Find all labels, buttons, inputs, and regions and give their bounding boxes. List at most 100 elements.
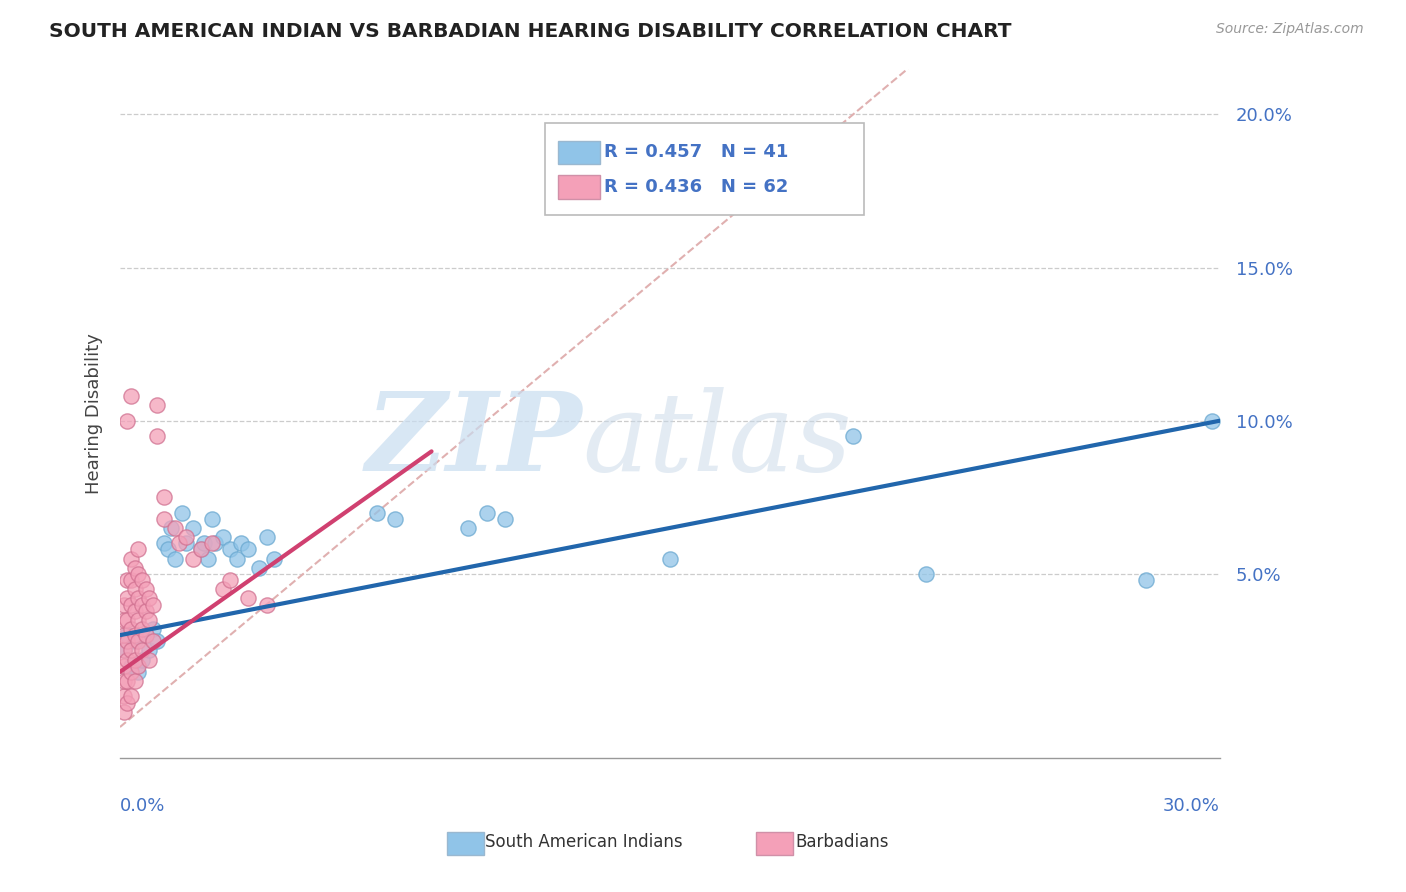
Point <box>494 512 516 526</box>
Point <box>238 591 260 606</box>
Point <box>117 414 139 428</box>
Point <box>181 521 204 535</box>
Point <box>167 536 190 550</box>
Point <box>733 184 755 198</box>
Text: Source: ZipAtlas.com: Source: ZipAtlas.com <box>1216 22 1364 37</box>
Point <box>247 561 270 575</box>
Point <box>127 634 149 648</box>
Point <box>153 491 176 505</box>
Point <box>142 622 165 636</box>
Text: South American Indians: South American Indians <box>485 833 683 851</box>
Point <box>842 429 865 443</box>
Point <box>138 591 160 606</box>
Point <box>219 573 242 587</box>
Point <box>124 653 146 667</box>
Point <box>138 643 160 657</box>
Point <box>211 530 233 544</box>
Point <box>127 665 149 679</box>
Point <box>1201 414 1223 428</box>
Point <box>127 658 149 673</box>
Text: Barbadians: Barbadians <box>796 833 890 851</box>
Point <box>229 536 252 550</box>
Point <box>181 551 204 566</box>
Point <box>131 653 153 667</box>
Point <box>112 628 135 642</box>
Point <box>145 634 167 648</box>
Point <box>256 530 278 544</box>
Point <box>135 628 157 642</box>
Point <box>226 551 249 566</box>
Point <box>197 551 219 566</box>
Point <box>135 582 157 597</box>
Point <box>256 598 278 612</box>
Point <box>124 604 146 618</box>
Point <box>190 542 212 557</box>
Point <box>112 658 135 673</box>
Point <box>127 542 149 557</box>
Point <box>658 551 681 566</box>
Point <box>156 542 179 557</box>
Point <box>112 705 135 719</box>
Point <box>112 674 135 689</box>
Point <box>172 506 194 520</box>
Point <box>219 542 242 557</box>
Point <box>117 613 139 627</box>
Point <box>120 665 142 679</box>
Point <box>457 521 479 535</box>
Point <box>190 542 212 557</box>
Point <box>112 643 135 657</box>
Point <box>112 690 135 704</box>
Point <box>131 643 153 657</box>
Point <box>124 628 146 642</box>
Point <box>163 521 186 535</box>
Y-axis label: Hearing Disability: Hearing Disability <box>86 333 103 493</box>
Point <box>138 653 160 667</box>
Point <box>120 690 142 704</box>
Point <box>124 674 146 689</box>
Point <box>112 613 135 627</box>
Point <box>131 598 153 612</box>
Point <box>384 512 406 526</box>
Point <box>112 598 135 612</box>
Point <box>117 674 139 689</box>
Point <box>124 634 146 648</box>
Point <box>124 561 146 575</box>
Point <box>117 696 139 710</box>
Point <box>120 551 142 566</box>
Point <box>120 622 142 636</box>
Point <box>142 598 165 612</box>
Point <box>174 536 197 550</box>
Point <box>112 643 135 657</box>
Point <box>135 628 157 642</box>
Point <box>204 536 226 550</box>
Point <box>238 542 260 557</box>
Point <box>153 536 176 550</box>
Text: R = 0.436   N = 62: R = 0.436 N = 62 <box>603 178 787 196</box>
Point <box>117 591 139 606</box>
Point <box>163 551 186 566</box>
Point <box>117 573 139 587</box>
Point <box>201 512 224 526</box>
Point <box>1135 573 1157 587</box>
Point <box>120 658 142 673</box>
Point <box>124 582 146 597</box>
Point <box>211 582 233 597</box>
Point <box>120 643 142 657</box>
Point <box>160 521 183 535</box>
Point <box>145 399 167 413</box>
Point <box>120 573 142 587</box>
Point <box>120 389 142 403</box>
Point <box>120 598 142 612</box>
Point <box>117 653 139 667</box>
Point <box>145 429 167 443</box>
Point <box>915 566 938 581</box>
Text: atlas: atlas <box>582 387 852 494</box>
Point <box>475 506 498 520</box>
Text: 30.0%: 30.0% <box>1163 797 1219 814</box>
Point <box>131 622 153 636</box>
Point <box>263 551 285 566</box>
Text: 0.0%: 0.0% <box>120 797 166 814</box>
Point <box>142 634 165 648</box>
Point <box>138 613 160 627</box>
Point <box>127 591 149 606</box>
